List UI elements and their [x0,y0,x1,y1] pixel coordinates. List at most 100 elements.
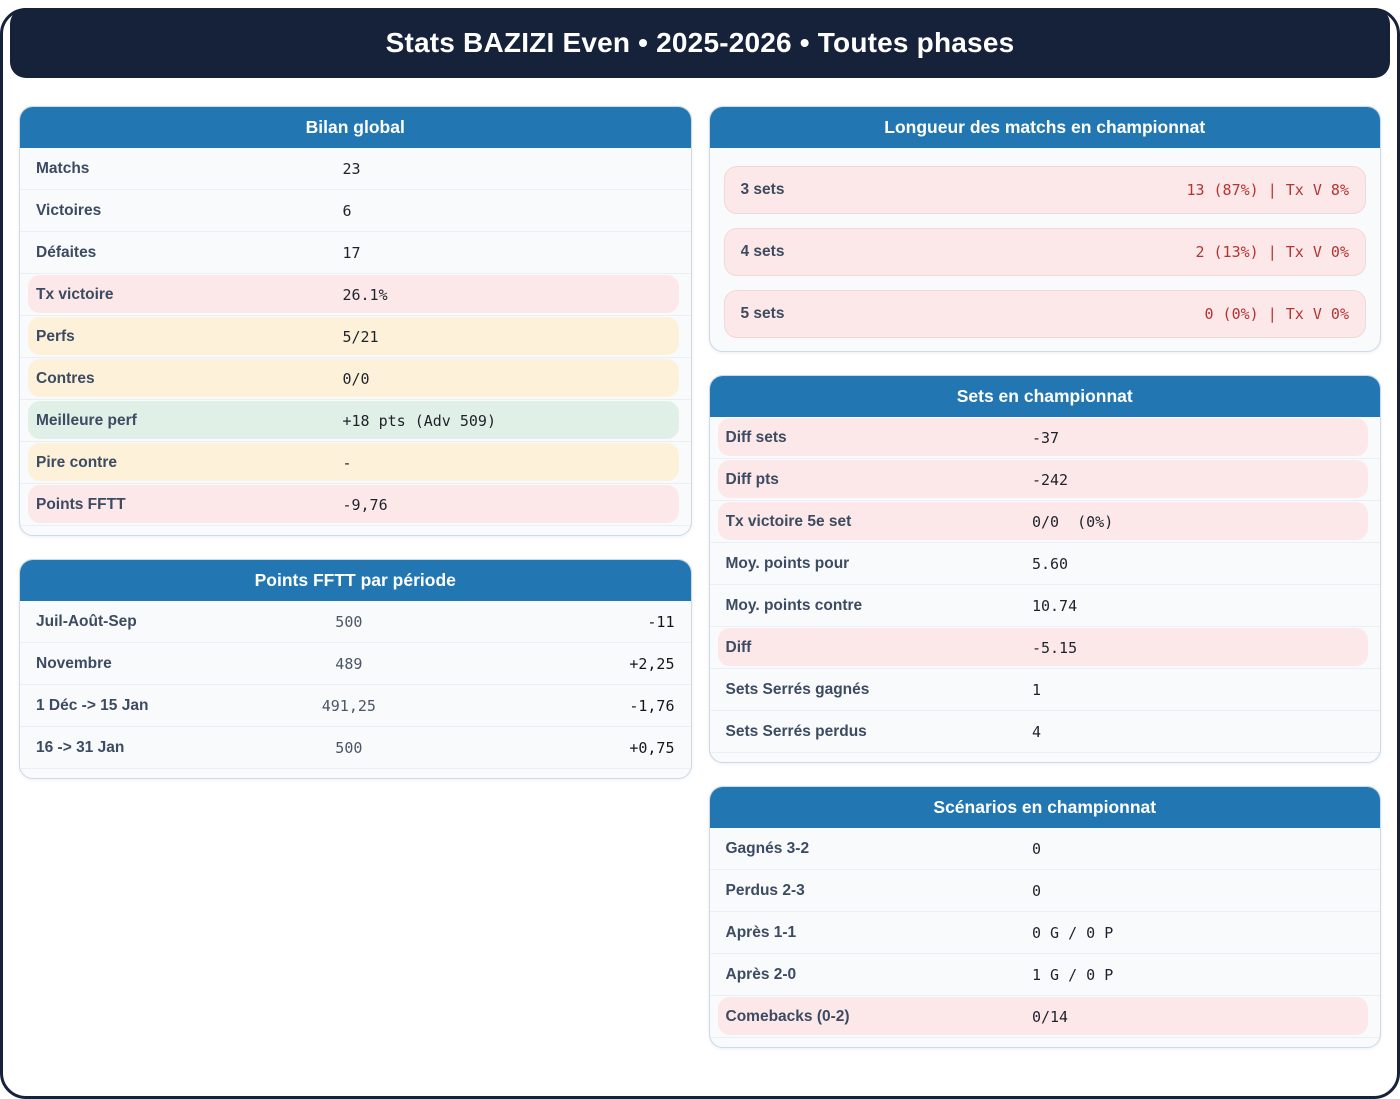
period-delta: -11 [647,612,675,631]
period-points: 489 [335,654,363,673]
stat-label: Comebacks (0-2) [725,1007,850,1025]
stat-label: Perfs [36,327,75,345]
stat-row-tx-victoire-5e-set: Tx victoire 5e set 0/0 (0%) [709,501,1380,543]
stat-row-diff: Diff -5.15 [709,627,1380,669]
stat-value: 5/21 [342,327,379,346]
stat-value: -242 [1031,470,1069,489]
stat-value: 0/0 (0%) [1031,512,1114,531]
period-row-novembre: Novembre 489 +2,25 [20,643,691,685]
stat-label: Victoires [36,201,102,219]
length-label: 3 sets [740,181,785,198]
length-value: 0 (0%) | Tx V 0% [1204,305,1350,323]
period-points: 500 [335,738,363,757]
stat-row-tx-victoire: Tx victoire 26.1% [20,274,691,316]
stat-label: Pire contre [36,453,117,471]
stat-label: Après 2-0 [725,965,797,983]
stat-value: 6 [342,201,352,220]
period-row-juil-aout-sep: Juil-Août-Sep 500 -11 [20,601,691,643]
period-label: Juil-Août-Sep [36,612,137,630]
left-column: Bilan global Matchs 23 Victoires 6 Défai… [19,106,692,779]
stat-value: 5.60 [1031,554,1069,573]
stat-label: Sets Serrés perdus [725,722,867,740]
length-label: 4 sets [740,243,785,260]
length-row-5-sets: 5 sets 0 (0%) | Tx V 0% [723,290,1366,338]
page-title: Stats BAZIZI Even • 2025-2026 • Toutes p… [385,27,1015,58]
stat-row-contres: Contres 0/0 [20,358,691,400]
stat-value: +18 pts (Adv 509) [342,411,496,430]
period-points: 500 [335,612,363,631]
card-longueur-matchs: Longueur des matchs en championnat 3 set… [708,106,1381,352]
stat-label: Diff pts [725,470,779,488]
period-delta: +2,25 [629,654,675,673]
stat-row-comebacks: Comebacks (0-2) 0/14 [709,996,1380,1038]
stat-value: 10.74 [1031,596,1078,615]
stat-row-gagnes-3-2: Gagnés 3-2 0 [709,828,1380,870]
stat-label: Diff sets [725,428,787,446]
stat-label: Sets Serrés gagnés [725,680,870,698]
card-bilan-title: Bilan global [20,107,691,148]
period-delta: -1,76 [629,696,675,715]
length-row-3-sets: 3 sets 13 (87%) | Tx V 8% [723,166,1366,214]
stat-row-apres-2-0: Après 2-0 1 G / 0 P [709,954,1380,996]
stat-row-perdus-2-3: Perdus 2-3 0 [709,870,1380,912]
stat-value: 1 G / 0 P [1031,965,1114,984]
stat-value: 17 [342,243,361,262]
stat-row-perfs: Perfs 5/21 [20,316,691,358]
card-scenarios-title: Scénarios en championnat [709,787,1380,828]
stat-value: 0 [1031,839,1041,858]
main-content: Bilan global Matchs 23 Victoires 6 Défai… [0,78,1400,1048]
stat-row-matchs: Matchs 23 [20,148,691,190]
stat-row-meilleure-perf: Meilleure perf +18 pts (Adv 509) [20,400,691,442]
length-row-4-sets: 4 sets 2 (13%) | Tx V 0% [723,228,1366,276]
card-longueur-title: Longueur des matchs en championnat [709,107,1380,148]
right-column: Longueur des matchs en championnat 3 set… [708,106,1381,1048]
stat-label: Tx victoire 5e set [725,512,852,530]
stat-label: Défaites [36,243,97,261]
stat-value: -5.15 [1031,638,1078,657]
stat-label: Tx victoire [36,285,114,303]
stat-label: Points FFTT [36,495,126,513]
stat-value: 0/0 [342,369,370,388]
card-points-periode: Points FFTT par période Juil-Août-Sep 50… [19,559,692,779]
stat-label: Perdus 2-3 [725,881,805,899]
card-longueur-rows: 3 sets 13 (87%) | Tx V 8% 4 sets 2 (13%)… [710,148,1381,351]
stat-label: Moy. points contre [725,596,863,614]
period-row-16-31-jan: 16 -> 31 Jan 500 +0,75 [20,727,691,769]
stat-row-pire-contre: Pire contre - [20,442,691,484]
stat-value: 1 [1031,680,1041,699]
stat-value: 26.1% [342,285,388,304]
stat-value: 0 G / 0 P [1031,923,1114,942]
stat-label: Moy. points pour [725,554,850,572]
stat-value: -37 [1031,428,1060,447]
stat-label: Diff [725,638,752,656]
stat-row-diff-sets: Diff sets -37 [709,417,1380,459]
card-sets-title: Sets en championnat [709,376,1380,417]
period-delta: +0,75 [629,738,675,757]
stat-row-victoires: Victoires 6 [20,190,691,232]
stat-value: 0/14 [1031,1007,1069,1026]
card-bilan-global: Bilan global Matchs 23 Victoires 6 Défai… [19,106,692,536]
length-label: 5 sets [740,305,785,322]
stat-value: - [342,453,352,472]
card-scenarios-rows: Gagnés 3-2 0 Perdus 2-3 0 Après 1-1 0 G … [709,828,1380,1047]
stat-row-defaites: Défaites 17 [20,232,691,274]
stat-row-diff-pts: Diff pts -242 [709,459,1380,501]
stat-value: 0 [1031,881,1041,900]
period-label: 16 -> 31 Jan [36,738,125,756]
card-sets-championnat: Sets en championnat Diff sets -37 Diff p… [708,375,1381,763]
stat-label: Meilleure perf [36,411,137,429]
length-value: 13 (87%) | Tx V 8% [1186,181,1349,199]
stat-value: -9,76 [342,495,388,514]
stat-row-points-fftt: Points FFTT -9,76 [20,484,691,526]
stat-row-moy-points-contre: Moy. points contre 10.74 [709,585,1380,627]
stat-value: 23 [342,159,361,178]
length-value: 2 (13%) | Tx V 0% [1195,243,1349,261]
card-points-periode-rows: Juil-Août-Sep 500 -11 Novembre 489 +2,25… [20,601,691,778]
period-label: Novembre [36,654,112,672]
stat-row-sets-serres-gagnes: Sets Serrés gagnés 1 [709,669,1380,711]
stat-row-sets-serres-perdus: Sets Serrés perdus 4 [709,711,1380,753]
card-sets-rows: Diff sets -37 Diff pts -242 Tx victoire … [709,417,1380,762]
stat-label: Contres [36,369,95,387]
card-bilan-rows: Matchs 23 Victoires 6 Défaites 17 Tx vic… [20,148,691,535]
stat-label: Après 1-1 [725,923,797,941]
